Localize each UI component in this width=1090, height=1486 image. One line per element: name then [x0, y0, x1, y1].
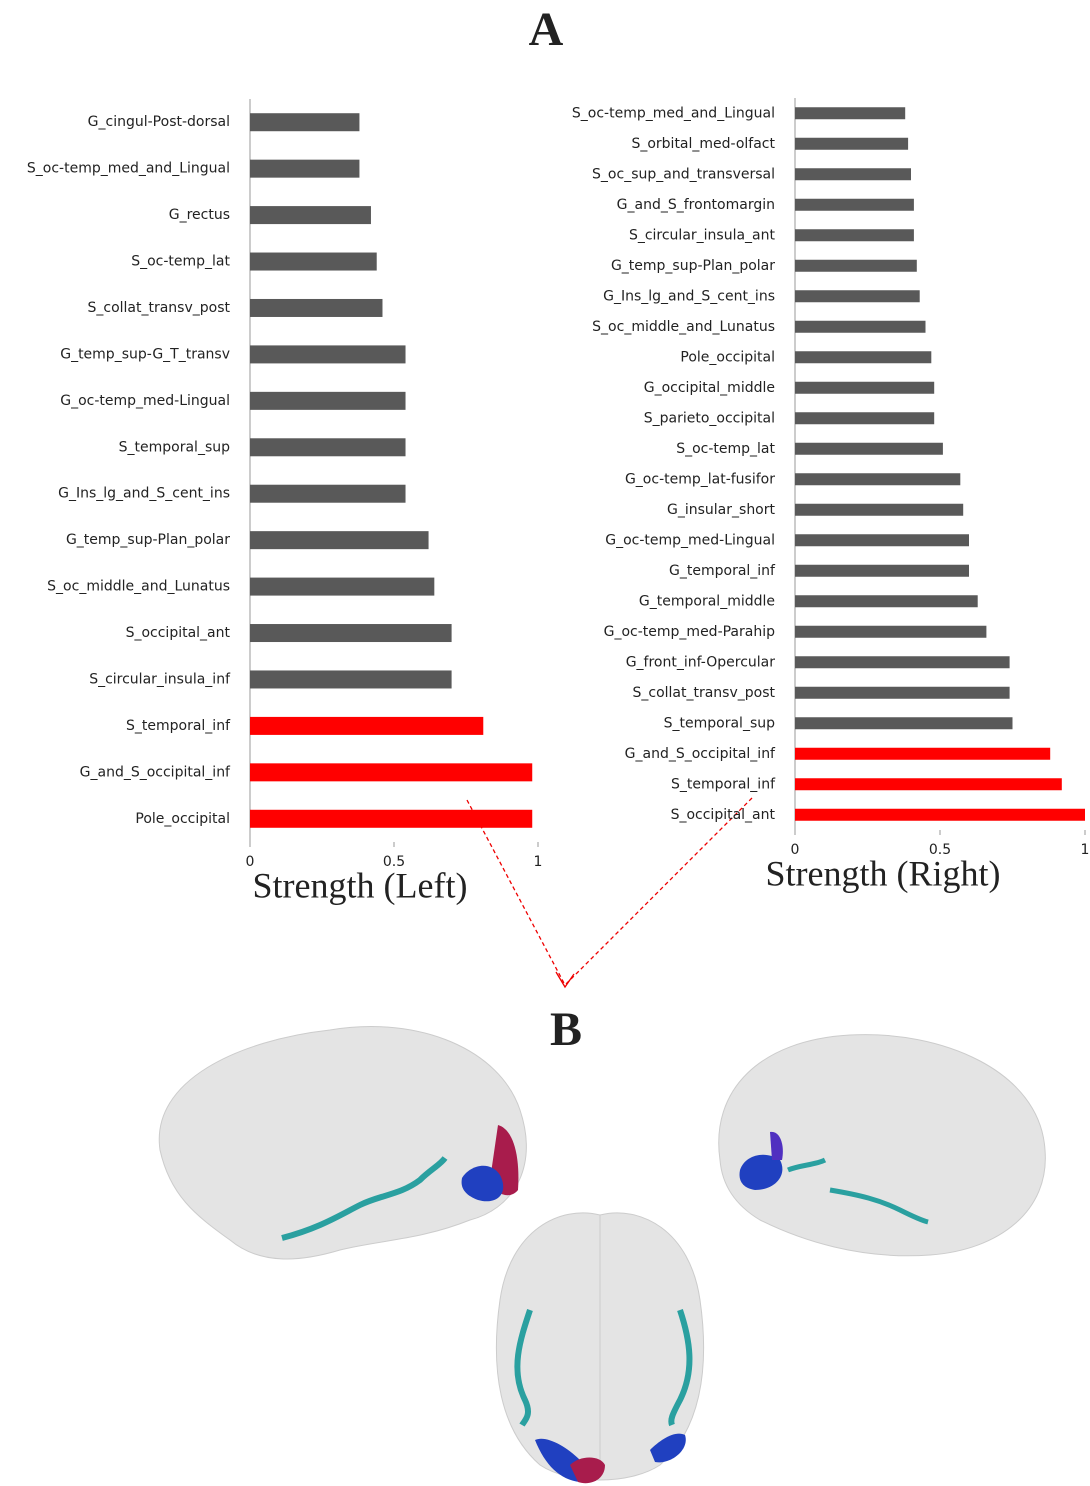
bar — [795, 259, 917, 272]
category-label: G_front_inf-Opercular — [626, 654, 776, 670]
panel-label: A — [529, 3, 564, 56]
category-label: G_temporal_inf — [669, 563, 776, 579]
bar — [795, 320, 926, 333]
x-tick-label: 0.5 — [929, 842, 951, 858]
category-label: G_temp_sup-Plan_polar — [66, 532, 230, 548]
category-label: G_temporal_middle — [639, 593, 775, 609]
bar — [250, 159, 360, 178]
category-label: S_parieto_occipital — [644, 410, 775, 426]
bar — [795, 412, 935, 425]
category-label: G_oc-temp_med-Parahip — [604, 624, 775, 640]
category-label: G_Ins_lg_and_S_cent_ins — [58, 486, 230, 502]
category-label: G_and_S_frontomargin — [617, 197, 775, 213]
bar — [795, 442, 943, 455]
bar — [250, 298, 383, 317]
bar — [795, 351, 932, 364]
bar — [250, 763, 533, 782]
bar — [250, 391, 406, 410]
category-label: S_circular_insula_inf — [89, 671, 231, 687]
x-tick-label: 0 — [246, 854, 255, 870]
category-label: G_rectus — [169, 207, 230, 223]
bar — [250, 577, 435, 596]
category-label: S_oc-temp_lat — [131, 254, 230, 270]
category-label: S_oc_middle_and_Lunatus — [47, 579, 230, 595]
bar — [795, 595, 978, 608]
bar — [795, 107, 906, 120]
bar — [250, 484, 406, 503]
bar — [250, 809, 533, 828]
x-tick-label: 0 — [791, 842, 800, 858]
brain-left — [158, 1026, 527, 1260]
bar — [795, 137, 909, 150]
bar — [250, 345, 406, 364]
category-label: S_collat_transv_post — [87, 300, 230, 316]
bar — [795, 534, 969, 547]
category-label: S_oc-temp_med_and_Lingual — [27, 161, 230, 177]
category-label: S_oc-temp_lat — [676, 441, 775, 457]
category-label: G_oc-temp_lat-fusifor — [625, 471, 775, 487]
category-label: S_temporal_sup — [664, 715, 775, 731]
bar — [795, 686, 1010, 699]
bar — [250, 113, 360, 132]
category-label: G_occipital_middle — [644, 380, 775, 396]
category-label: S_circular_insula_ant — [629, 227, 776, 243]
category-label: G_and_S_occipital_inf — [80, 764, 231, 780]
category-label: G_cingul-Post-dorsal — [88, 114, 230, 130]
bar — [250, 531, 429, 550]
bar — [795, 625, 987, 638]
category-label: Pole_occipital — [680, 349, 775, 365]
bar — [795, 198, 914, 211]
brain-right — [718, 1034, 1046, 1257]
x-tick-label: 1 — [1081, 842, 1090, 858]
category-label: G_temp_sup-Plan_polar — [611, 258, 775, 274]
bar — [795, 656, 1010, 669]
bar — [795, 290, 920, 303]
category-label: S_oc_middle_and_Lunatus — [592, 319, 775, 335]
category-label: G_oc-temp_med-Lingual — [605, 532, 775, 548]
category-label: Pole_occipital — [135, 811, 230, 827]
bar — [795, 473, 961, 486]
bar — [250, 670, 452, 689]
bar — [795, 778, 1062, 791]
category-label: S_oc-temp_med_and_Lingual — [572, 105, 775, 121]
arrows — [466, 797, 753, 989]
brain-top — [495, 1212, 705, 1484]
bar — [795, 381, 935, 394]
bar — [250, 716, 484, 735]
panel-label: B — [550, 1003, 582, 1056]
category-label: S_collat_transv_post — [632, 685, 775, 701]
bar — [795, 808, 1085, 821]
category-label: S_orbital_med-olfact — [631, 136, 775, 152]
bar — [795, 747, 1051, 760]
bar — [795, 168, 911, 181]
x-tick-label: 1 — [534, 854, 543, 870]
bar — [250, 206, 371, 225]
bar — [795, 717, 1013, 730]
x-axis-title: Strength (Left) — [253, 865, 468, 905]
category-label: S_occipital_ant — [671, 807, 776, 823]
bar — [795, 503, 964, 516]
category-label: G_oc-temp_med-Lingual — [60, 393, 230, 409]
category-label: S_occipital_ant — [126, 625, 231, 641]
category-label: G_and_S_occipital_inf — [625, 746, 776, 762]
bar — [250, 624, 452, 643]
x-tick-label: 0.5 — [383, 854, 405, 870]
bar — [250, 252, 377, 271]
category-label: G_insular_short — [667, 502, 775, 518]
category-label: S_temporal_inf — [671, 776, 776, 792]
category-label: G_temp_sup-G_T_transv — [60, 346, 230, 362]
x-axis-title: Strength (Right) — [766, 853, 1001, 893]
bar — [795, 564, 969, 577]
category-label: S_temporal_inf — [126, 718, 231, 734]
bar — [795, 229, 914, 242]
category-label: S_temporal_sup — [119, 439, 230, 455]
category-label: S_oc_sup_and_transversal — [592, 166, 775, 182]
bar — [250, 438, 406, 457]
category-label: G_Ins_lg_and_S_cent_ins — [603, 288, 775, 304]
